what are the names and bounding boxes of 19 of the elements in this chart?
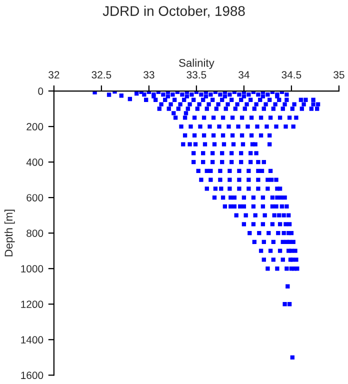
x-tick-label: 33.5 [186,71,206,79]
chart-title: JDRD in October, 1988 [102,6,245,18]
y-tick-label: 200 [26,123,44,130]
y-tick-label: 1200 [21,300,44,308]
y-axis-title: Depth [m] [4,210,15,256]
y-tick-label: 800 [26,230,44,237]
y-tick-label: 0 [38,88,44,95]
y-tick-label: 1600 [21,372,44,380]
y-tick-label: 600 [26,194,44,202]
x-tick-label: 34.5 [282,71,302,79]
x-axis-title: Salinity [179,58,214,70]
x-tick-label: 33 [144,71,154,79]
x-tick-label: 35 [334,71,344,79]
y-tick-label: 400 [26,158,44,166]
y-tick-label: 1400 [21,336,44,344]
y-tick-label: 1000 [21,265,44,272]
x-tick-label: 34 [238,71,250,79]
x-tick-label: 32.5 [92,71,112,79]
x-tick-label: 32 [48,71,60,79]
